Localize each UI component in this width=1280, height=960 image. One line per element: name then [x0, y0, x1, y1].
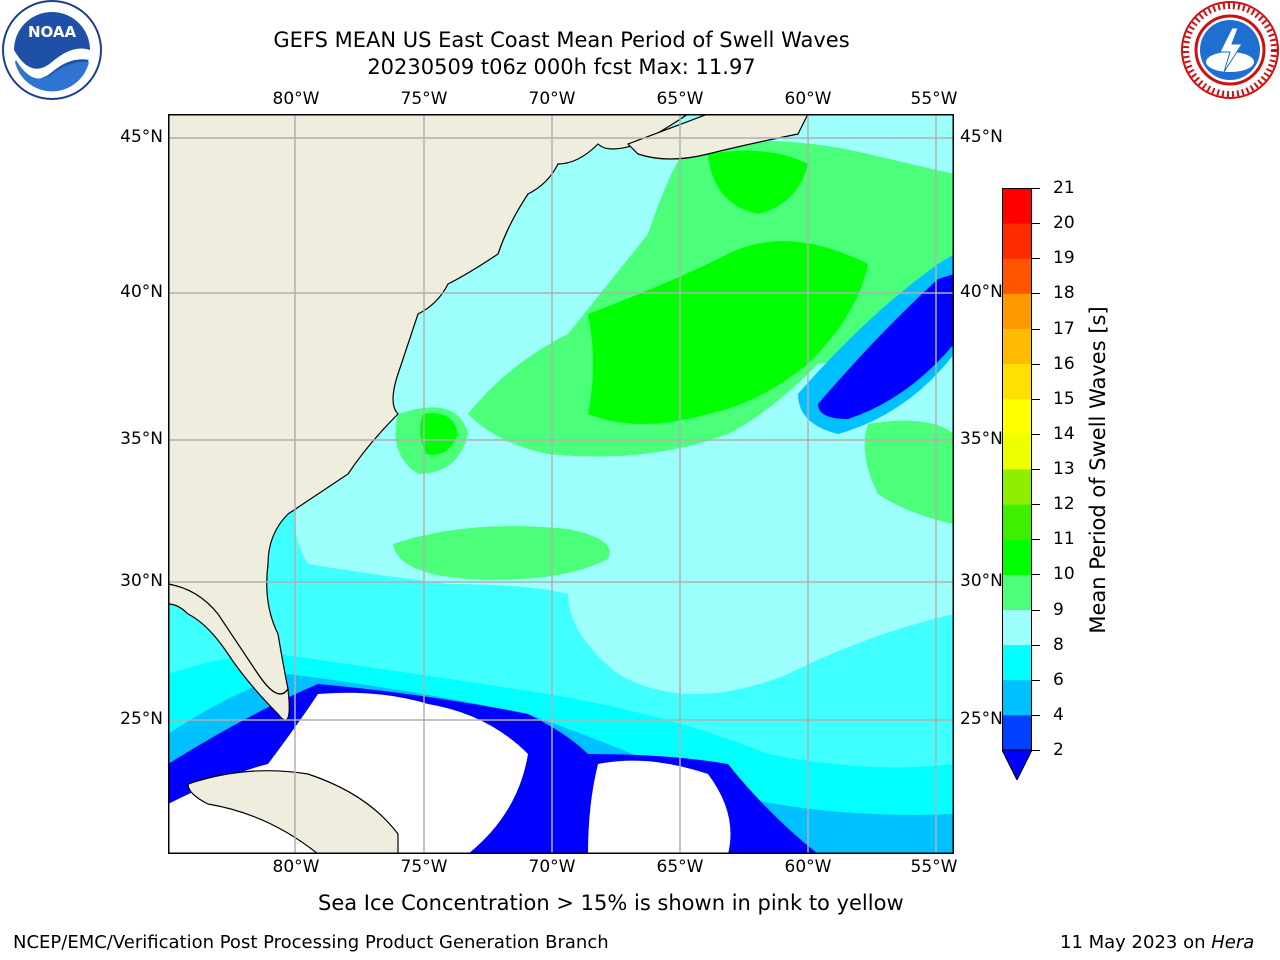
- colorbar-tick-label: 18: [1053, 283, 1075, 304]
- land-cuba: [187, 770, 399, 854]
- field-9-10s-east: [864, 420, 954, 524]
- colorbar-tick-label: 21: [1053, 178, 1075, 198]
- colorbar-band: [1002, 609, 1032, 646]
- colorbar-tick-label: 11: [1053, 529, 1075, 550]
- colorbar-under-arrow: [1002, 749, 1032, 780]
- nws-logo: [1181, 1, 1279, 99]
- colorbar-band: [1002, 644, 1032, 681]
- colorbar: [1002, 188, 1032, 780]
- colorbar-band: [1002, 679, 1032, 716]
- colorbar-tick-label: 2: [1053, 740, 1064, 760]
- colorbar-tick-label: 17: [1053, 318, 1075, 339]
- colorbar-frame: [1002, 188, 1032, 751]
- colorbar-label: Mean Period of Swell Waves [s]: [1086, 306, 1110, 634]
- colorbar-band: [1002, 714, 1032, 751]
- lat-label-right-35n: 35°N: [960, 429, 1003, 449]
- colorbar-tick-label: 14: [1053, 423, 1075, 444]
- field-9-10s-south: [393, 526, 610, 580]
- lat-label-right-25n: 25°N: [960, 709, 1003, 729]
- colorbar-tick-label: 19: [1053, 248, 1075, 269]
- noaa-logo: NOAA: [2, 0, 102, 100]
- noaa-logo-text: NOAA: [28, 23, 77, 41]
- lat-label-left-25n: 25°N: [120, 709, 163, 729]
- colorbar-tick-label: 10: [1053, 564, 1075, 585]
- footer-producer: NCEP/EMC/Verification Post Processing Pr…: [13, 932, 609, 953]
- colorbar-tick-mark: [1032, 433, 1040, 435]
- lat-label-right-40n: 40°N: [960, 282, 1003, 302]
- colorbar-tick-mark: [1032, 293, 1040, 295]
- land-maritimes: [626, 114, 809, 160]
- colorbar-tick-mark: [1032, 223, 1040, 225]
- colorbar-tick-mark: [1032, 714, 1040, 716]
- sea-ice-note: Sea Ice Concentration > 15% is shown in …: [318, 891, 904, 915]
- field-10-11s-core: [588, 241, 868, 424]
- graticule: [168, 114, 954, 854]
- colorbar-band: [1002, 293, 1032, 329]
- colorbar-tick-mark: [1032, 258, 1040, 260]
- colorbar-tick-mark: [1032, 188, 1040, 189]
- colorbar-band: [1002, 539, 1032, 575]
- colorbar-tick-mark: [1032, 679, 1040, 681]
- colorbar-tick-label: 6: [1053, 669, 1064, 690]
- colorbar-band: [1002, 258, 1032, 294]
- lat-label-right-30n: 30°N: [960, 571, 1003, 591]
- lat-label-left-45n: 45°N: [120, 127, 163, 147]
- colorbar-tick-label: 12: [1053, 494, 1075, 515]
- lon-label-top-55w: 55°W: [910, 89, 958, 109]
- colorbar-tick-label: 20: [1053, 213, 1075, 234]
- lat-label-left-30n: 30°N: [120, 571, 163, 591]
- colorbar-band: [1002, 504, 1032, 540]
- lon-label-top-65w: 65°W: [656, 89, 704, 109]
- colorbar-tick-mark: [1032, 609, 1040, 611]
- colorbar-tick-mark: [1032, 328, 1040, 330]
- chart-title: GEFS MEAN US East Coast Mean Period of S…: [273, 28, 850, 52]
- colorbar-tick-mark: [1032, 539, 1040, 541]
- colorbar-tick-mark: [1032, 504, 1040, 506]
- footer-date-text: 11 May 2023 on: [1060, 932, 1206, 953]
- lon-label-bottom-70w: 70°W: [528, 857, 576, 877]
- field-2-4s-east: [818, 274, 954, 419]
- colorbar-tick-label: 16: [1053, 353, 1075, 374]
- lon-label-top-60w: 60°W: [784, 89, 832, 109]
- field-10-11s-cape: [420, 413, 458, 455]
- colorbar-tick-mark: [1032, 469, 1040, 470]
- footer-date: 11 May 2023 on Hera: [1060, 932, 1254, 953]
- field-no-data-east: [588, 760, 731, 854]
- lon-label-bottom-80w: 80°W: [272, 857, 320, 877]
- lat-label-left-35n: 35°N: [120, 429, 163, 449]
- swell-period-map: [168, 114, 954, 854]
- lat-label-right-45n: 45°N: [960, 127, 1003, 147]
- colorbar-band: [1002, 398, 1032, 435]
- colorbar-band: [1002, 574, 1032, 610]
- colorbar-tick-label: 4: [1053, 704, 1064, 725]
- lat-label-left-40n: 40°N: [120, 282, 163, 302]
- lon-label-top-70w: 70°W: [528, 89, 576, 109]
- chart-subtitle: 20230509 t06z 000h fcst Max: 11.97: [367, 55, 756, 79]
- colorbar-band: [1002, 433, 1032, 470]
- colorbar-tick-mark: [1032, 398, 1040, 400]
- lon-label-top-80w: 80°W: [272, 89, 320, 109]
- land-florida: [168, 583, 290, 721]
- footer-machine: Hera: [1211, 932, 1255, 953]
- colorbar-band: [1002, 328, 1032, 365]
- colorbar-tick-label: 8: [1053, 634, 1064, 655]
- colorbar-band: [1002, 188, 1032, 224]
- colorbar-tick-mark: [1032, 750, 1040, 751]
- map-frame: [168, 114, 954, 854]
- lon-label-bottom-75w: 75°W: [400, 857, 448, 877]
- lon-label-bottom-65w: 65°W: [656, 857, 704, 877]
- lon-label-bottom-55w: 55°W: [910, 857, 958, 877]
- colorbar-tick-mark: [1032, 644, 1040, 646]
- colorbar-band: [1002, 223, 1032, 259]
- field-10-11s-north: [708, 150, 808, 214]
- colorbar-tick-label: 15: [1053, 388, 1075, 409]
- colorbar-tick-label: 9: [1053, 599, 1064, 620]
- colorbar-tick-mark: [1032, 574, 1040, 576]
- colorbar-tick-label: 13: [1053, 459, 1075, 479]
- colorbar-band: [1002, 363, 1032, 400]
- colorbar-tick-mark: [1032, 363, 1040, 365]
- lon-label-bottom-60w: 60°W: [784, 857, 832, 877]
- lon-label-top-75w: 75°W: [400, 89, 448, 109]
- colorbar-band: [1002, 469, 1032, 505]
